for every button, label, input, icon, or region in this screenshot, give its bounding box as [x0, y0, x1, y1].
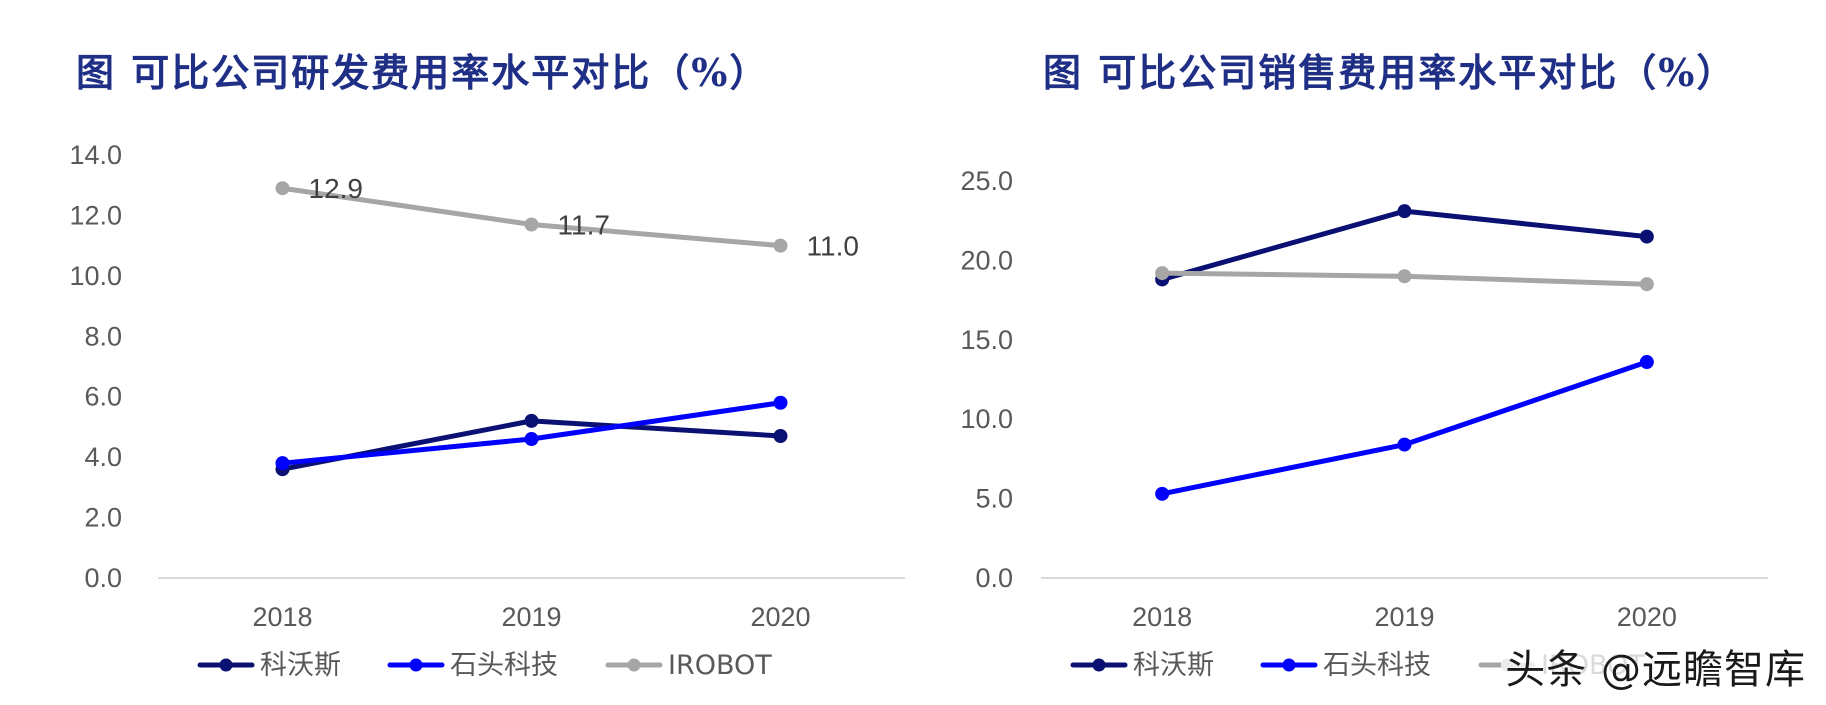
- data-label: 12.9: [309, 173, 364, 204]
- data-point: [773, 238, 788, 253]
- watermark-text: 头条 @远瞻智库: [1501, 637, 1810, 695]
- y-tick-label: 4.0: [84, 442, 122, 472]
- legend-item: 石头科技: [387, 650, 558, 681]
- data-point: [773, 395, 788, 410]
- legend-marker: [219, 658, 233, 672]
- series-2: [275, 395, 788, 471]
- data-point: [1155, 266, 1170, 281]
- legend-marker: [409, 658, 423, 672]
- y-tick-label: 8.0: [84, 321, 122, 351]
- series-line: [1159, 359, 1650, 497]
- sales-expense-line-chart: 0.0 5.0 10.0 15.0 20.0 25.0 2018 2019 2020 科沃斯 石头科…: [960, 166, 1768, 681]
- legend-item: IROBOT: [605, 650, 772, 681]
- data-point: [773, 428, 788, 443]
- data-point: [524, 432, 539, 447]
- legend-label: 石头科技: [450, 650, 558, 681]
- data-point: [1397, 437, 1412, 452]
- x-tick-label: 2019: [1374, 602, 1434, 632]
- data-label: 11.7: [558, 209, 610, 240]
- y-tick-label: 25.0: [960, 166, 1013, 196]
- data-point: [1639, 229, 1654, 244]
- legend-label: 科沃斯: [260, 650, 341, 681]
- y-tick-label: 12.0: [69, 200, 122, 230]
- x-tick-label: 2020: [750, 602, 810, 632]
- data-point: [275, 181, 290, 196]
- legend-label: 石头科技: [1323, 650, 1431, 681]
- data-point: [1397, 269, 1412, 284]
- legend-item: 科沃斯: [197, 650, 341, 681]
- rd-expense-line-chart: 0.0 2.0 4.0 6.0 8.0 10.0 12.0 14.0 2018 2019 2020 1…: [69, 140, 905, 681]
- data-point: [1397, 204, 1412, 219]
- legend-marker: [1092, 658, 1106, 672]
- x-tick-label: 2018: [1132, 602, 1192, 632]
- series-line: [1159, 208, 1650, 282]
- y-tick-label: 15.0: [960, 325, 1013, 355]
- y-tick-label: 6.0: [84, 382, 122, 412]
- legend-label: 科沃斯: [1133, 650, 1214, 681]
- y-tick-label: 14.0: [69, 140, 122, 170]
- chart-title: 图 可比公司研发费用率水平对比（%）: [76, 50, 770, 95]
- y-tick-label: 20.0: [960, 245, 1013, 275]
- y-tick-label: 0.0: [975, 563, 1013, 593]
- sales-expense-chart-panel: 图 可比公司销售费用率水平对比（%） 0.0 5.0 10.0 15.0 20.0 25.…: [913, 0, 1826, 705]
- legend-marker: [627, 658, 641, 672]
- data-point: [1639, 277, 1654, 292]
- data-point: [275, 456, 290, 471]
- legend-item: 石头科技: [1260, 650, 1431, 681]
- x-tick-label: 2020: [1617, 602, 1677, 632]
- legend-label: IROBOT: [668, 650, 772, 681]
- data-point: [524, 217, 539, 232]
- y-tick-label: 5.0: [975, 484, 1013, 514]
- data-label: 11.0: [807, 231, 859, 262]
- series-1: [1155, 204, 1654, 287]
- data-point: [524, 413, 539, 428]
- y-tick-label: 10.0: [69, 261, 122, 291]
- series-3: [1155, 266, 1654, 292]
- data-point: [1155, 486, 1170, 501]
- data-point: [1639, 355, 1654, 370]
- legend-marker: [1282, 658, 1296, 672]
- y-tick-label: 0.0: [84, 563, 122, 593]
- series-3: 12.9 11.7 11.0: [275, 173, 859, 262]
- x-tick-label: 2018: [252, 602, 312, 632]
- y-tick-label: 2.0: [84, 503, 122, 533]
- rd-expense-chart-panel: 图 可比公司研发费用率水平对比（%） 0.0 2.0 4.0 6.0 8.0 10.0 12…: [69, 50, 905, 681]
- chart-title: 图 可比公司销售费用率水平对比（%）: [1043, 50, 1737, 95]
- y-tick-label: 10.0: [960, 404, 1013, 434]
- legend-item: 科沃斯: [1070, 650, 1214, 681]
- x-tick-label: 2019: [501, 602, 561, 632]
- series-2: [1155, 355, 1654, 501]
